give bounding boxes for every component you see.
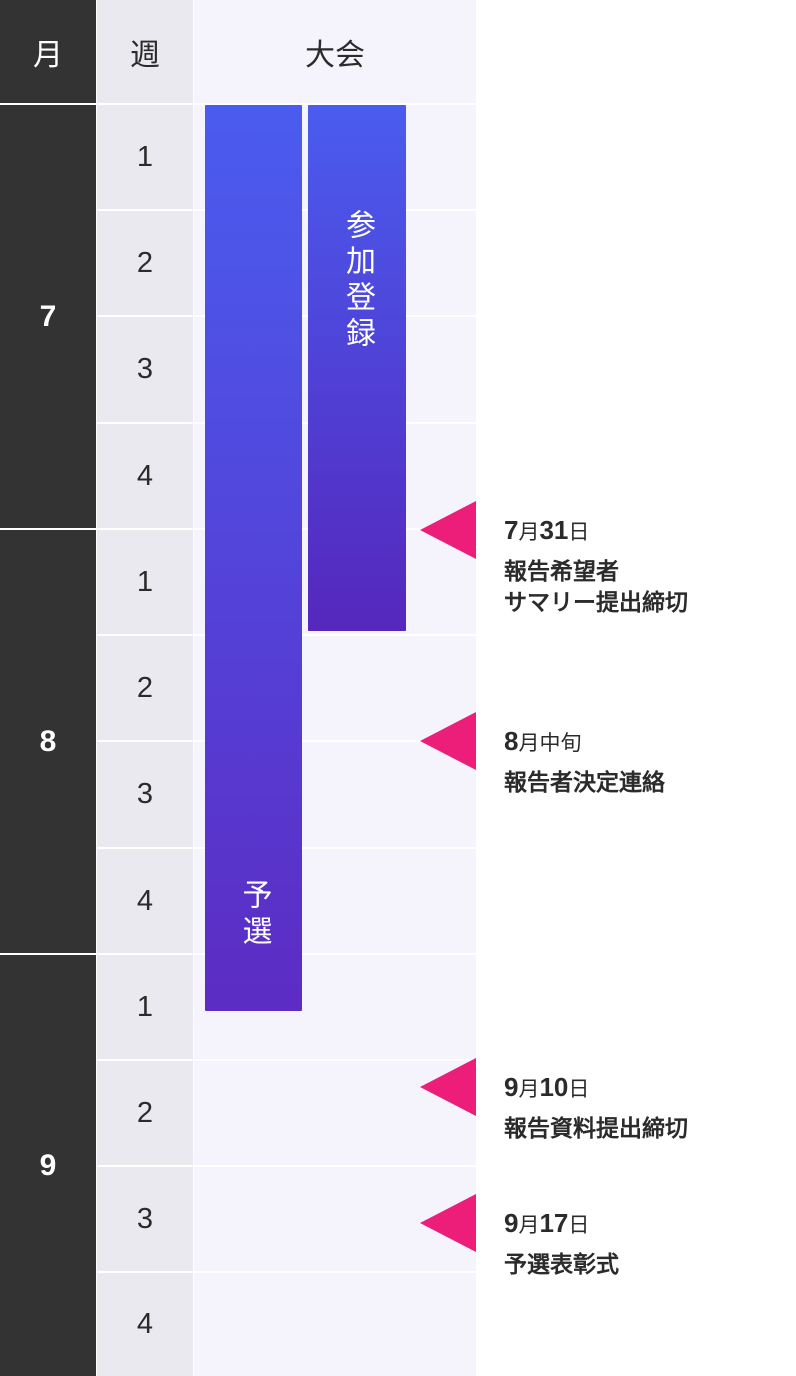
- milestone-date-month-3: 9: [504, 1072, 519, 1102]
- week-cell-7-1: 1: [97, 103, 193, 209]
- milestone-date-month-unit-2: 月: [518, 732, 540, 755]
- milestone-date-3: 9月10日: [504, 1072, 796, 1103]
- milestone-date-4: 9月17日: [504, 1208, 796, 1239]
- gantt-bar-yosen[interactable]: 予選: [205, 105, 302, 1011]
- milestone-date-day-unit-3: 日: [568, 1078, 590, 1101]
- milestone-date-month-unit-3: 月: [518, 1078, 540, 1101]
- milestone-date-month-4: 9: [504, 1208, 519, 1238]
- milestone-date-day-unit-1: 日: [568, 521, 590, 544]
- milestone-description-3: 報告資料提出締切: [504, 1115, 688, 1142]
- milestone-date-day-1: 31: [539, 515, 569, 545]
- month-block-9: 9: [0, 953, 96, 1376]
- header-month-label: 月: [0, 0, 96, 103]
- week-cell-8-1: 1: [97, 528, 193, 634]
- week-cell-9-1: 1: [97, 953, 193, 1059]
- week-cell-9-3: 3: [97, 1165, 193, 1271]
- gantt-bar-sankatouroku[interactable]: 参加登録: [308, 105, 406, 631]
- month-block-7: 7: [0, 103, 96, 528]
- milestone-date-day-unit-4: 日: [568, 1214, 590, 1237]
- week-cell-8-2: 2: [97, 634, 193, 740]
- milestone-annotation-3: 9月10日 報告資料提出締切: [504, 1072, 796, 1144]
- milestone-date-1: 7月31日: [504, 515, 796, 546]
- milestone-description-4: 予選表彰式: [504, 1251, 619, 1278]
- week-cell-8-3: 3: [97, 740, 193, 847]
- milestone-marker-icon-1: [420, 501, 476, 559]
- milestone-marker-icon-3: [420, 1058, 476, 1116]
- week-cell-9-4: 4: [97, 1271, 193, 1376]
- week-cell-9-2: 2: [97, 1059, 193, 1165]
- header-week-label: 週: [97, 0, 193, 103]
- milestone-date-2: 8月中旬: [504, 726, 796, 757]
- milestone-annotation-2: 8月中旬 報告者決定連絡: [504, 726, 796, 798]
- milestone-date-month-1: 7: [504, 515, 519, 545]
- week-cell-7-3: 3: [97, 315, 193, 422]
- week-cell-8-4: 4: [97, 847, 193, 953]
- gantt-bar-yosen-label: 予選: [237, 879, 271, 951]
- track-cell-9-4: [194, 1271, 476, 1376]
- milestone-annotation-4: 9月17日 予選表彰式: [504, 1208, 796, 1280]
- header-track-label: 大会: [194, 0, 476, 103]
- milestone-description-1: 報告希望者 サマリー提出締切: [504, 558, 688, 616]
- month-block-8: 8: [0, 528, 96, 953]
- milestone-date-day-2: 中旬: [539, 732, 582, 755]
- milestone-marker-icon-2: [420, 712, 476, 770]
- milestone-date-month-unit-4: 月: [518, 1214, 540, 1237]
- milestone-date-month-unit-1: 月: [518, 521, 540, 544]
- milestone-marker-icon-4: [420, 1194, 476, 1252]
- gantt-bar-sankatouroku-label: 参加登録: [341, 209, 374, 353]
- milestone-description-2: 報告者決定連絡: [504, 769, 665, 796]
- milestone-date-day-4: 17: [539, 1208, 569, 1238]
- week-cell-7-2: 2: [97, 209, 193, 315]
- milestone-annotation-1: 7月31日 報告希望者 サマリー提出締切: [504, 515, 796, 619]
- milestone-date-day-3: 10: [539, 1072, 569, 1102]
- milestone-date-month-2: 8: [504, 726, 519, 756]
- week-cell-7-4: 4: [97, 422, 193, 528]
